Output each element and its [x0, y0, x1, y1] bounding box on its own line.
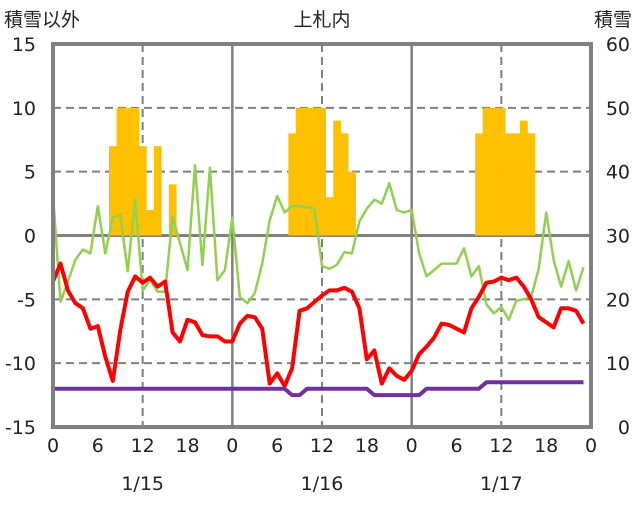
right-axis-label: 積雪 — [594, 9, 632, 31]
left-tick-label: 15 — [12, 34, 36, 56]
snow-bar — [497, 107, 506, 236]
right-tick-label: 20 — [606, 289, 630, 311]
x-tick-label: 12 — [489, 435, 513, 457]
x-tick-label: 0 — [585, 435, 597, 457]
chart-title: 上札内 — [293, 9, 350, 31]
left-tick-label: -10 — [5, 353, 36, 375]
x-tick-label: 12 — [310, 435, 334, 457]
right-tick-label: 0 — [618, 417, 630, 439]
snow-bar — [482, 107, 491, 236]
date-label: 1/15 — [121, 473, 164, 495]
date-label: 1/17 — [480, 473, 523, 495]
snow-bar — [512, 133, 521, 236]
snow-bar — [138, 146, 147, 236]
left-tick-label: 0 — [24, 226, 36, 248]
snow-bar — [340, 133, 349, 236]
plot-frame — [51, 42, 593, 429]
snow-bar — [490, 107, 498, 236]
right-tick-label: 10 — [606, 353, 630, 375]
snow-depth-bars — [109, 107, 536, 236]
snow-bar — [146, 209, 155, 236]
series-purple — [53, 380, 584, 398]
x-tick-label: 0 — [47, 435, 59, 457]
snow-bar — [131, 107, 140, 236]
x-tick-label: 6 — [92, 435, 104, 457]
left-tick-label: 10 — [12, 98, 36, 120]
right-tick-label: 50 — [606, 98, 630, 120]
snow-bar — [348, 171, 356, 236]
series-lines — [51, 164, 586, 398]
snow-bar — [475, 133, 483, 236]
x-tick-label: 0 — [406, 435, 418, 457]
snow-bar — [318, 107, 327, 236]
x-tick-label: 12 — [131, 435, 155, 457]
snow-bar — [505, 133, 513, 236]
x-tick-label: 18 — [175, 435, 199, 457]
snow-bar — [153, 146, 162, 236]
right-tick-label: 60 — [606, 34, 630, 56]
snow-bar — [109, 146, 117, 236]
x-tick-label: 6 — [450, 435, 462, 457]
date-label: 1/16 — [301, 473, 344, 495]
snow-bar — [527, 133, 536, 236]
left-tick-label: -15 — [5, 417, 36, 439]
left-tick-label: -5 — [17, 289, 36, 311]
x-tick-label: 18 — [355, 435, 379, 457]
snow-bar — [310, 107, 319, 236]
series-red — [51, 261, 586, 389]
right-tick-label: 30 — [606, 226, 630, 248]
snow-bar — [123, 107, 132, 236]
left-tick-label: 5 — [24, 162, 36, 184]
left-axis-label: 積雪以外 — [4, 9, 80, 31]
right-tick-label: 40 — [606, 162, 630, 184]
x-tick-label: 6 — [271, 435, 283, 457]
snow-bar — [116, 107, 125, 236]
snow-bar — [288, 133, 297, 236]
snow-bar — [520, 120, 528, 236]
snow-bar — [295, 107, 304, 236]
x-tick-label: 18 — [534, 435, 558, 457]
snow-bar — [325, 197, 334, 236]
snow-bar — [333, 120, 341, 236]
snow-bar — [168, 184, 177, 236]
snow-bar — [303, 107, 312, 236]
x-tick-label: 0 — [226, 435, 238, 457]
series-green — [51, 164, 585, 322]
